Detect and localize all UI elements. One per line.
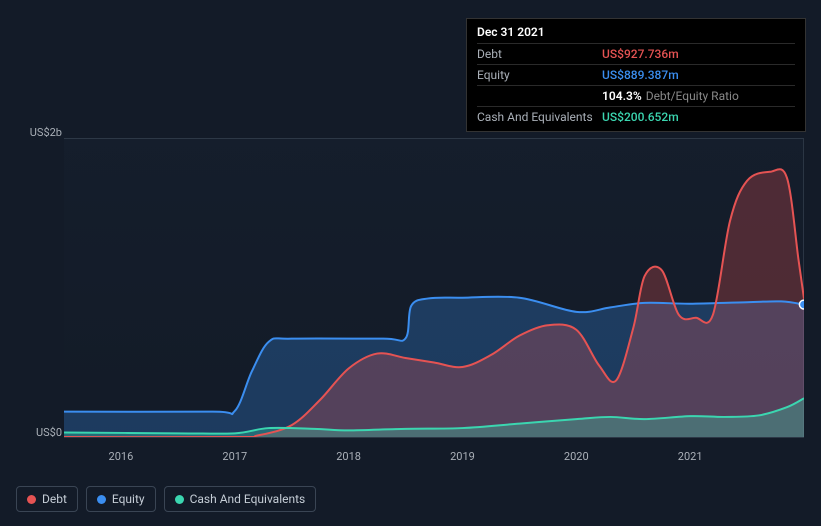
chart-tooltip: Dec 31 2021 DebtUS$927.736mEquityUS$889.…	[466, 18, 806, 132]
tooltip-label: Debt	[477, 47, 602, 61]
tooltip-value: US$889.387m	[602, 68, 679, 82]
tooltip-label	[477, 89, 602, 103]
legend-item-equity[interactable]: Equity	[86, 486, 156, 512]
x-tick: 2016	[109, 450, 134, 463]
legend-label: Debt	[42, 492, 67, 506]
x-tick: 2021	[678, 450, 703, 463]
tooltip-label: Equity	[477, 68, 602, 82]
legend-swatch	[97, 495, 106, 504]
legend-swatch	[175, 495, 184, 504]
hover-marker	[799, 300, 804, 309]
x-tick: 2018	[336, 450, 361, 463]
debt-equity-chart: US$2b US$0 2016 2017 2018 2019 2020 2021	[16, 120, 805, 460]
tooltip-row: DebtUS$927.736m	[477, 43, 795, 64]
chart-legend: Debt Equity Cash And Equivalents	[16, 486, 316, 512]
tooltip-value: US$927.736m	[602, 47, 679, 61]
x-axis: 2016 2017 2018 2019 2020 2021	[64, 444, 804, 464]
y-axis-label-bottom: US$0	[36, 426, 62, 439]
x-tick: 2020	[564, 450, 589, 463]
y-axis-label-top: US$2b	[30, 126, 62, 139]
tooltip-ratio: 104.3%Debt/Equity Ratio	[602, 89, 739, 103]
legend-item-cash-and-equivalents[interactable]: Cash And Equivalents	[164, 486, 317, 512]
tooltip-row: EquityUS$889.387m	[477, 64, 795, 85]
legend-swatch	[27, 495, 36, 504]
tooltip-row: 104.3%Debt/Equity Ratio	[477, 85, 795, 106]
legend-item-debt[interactable]: Debt	[16, 486, 78, 512]
x-tick: 2017	[222, 450, 247, 463]
legend-label: Equity	[112, 492, 145, 506]
chart-plot-area[interactable]	[64, 138, 804, 438]
x-tick: 2019	[450, 450, 475, 463]
legend-label: Cash And Equivalents	[190, 492, 306, 506]
tooltip-date: Dec 31 2021	[477, 25, 795, 43]
